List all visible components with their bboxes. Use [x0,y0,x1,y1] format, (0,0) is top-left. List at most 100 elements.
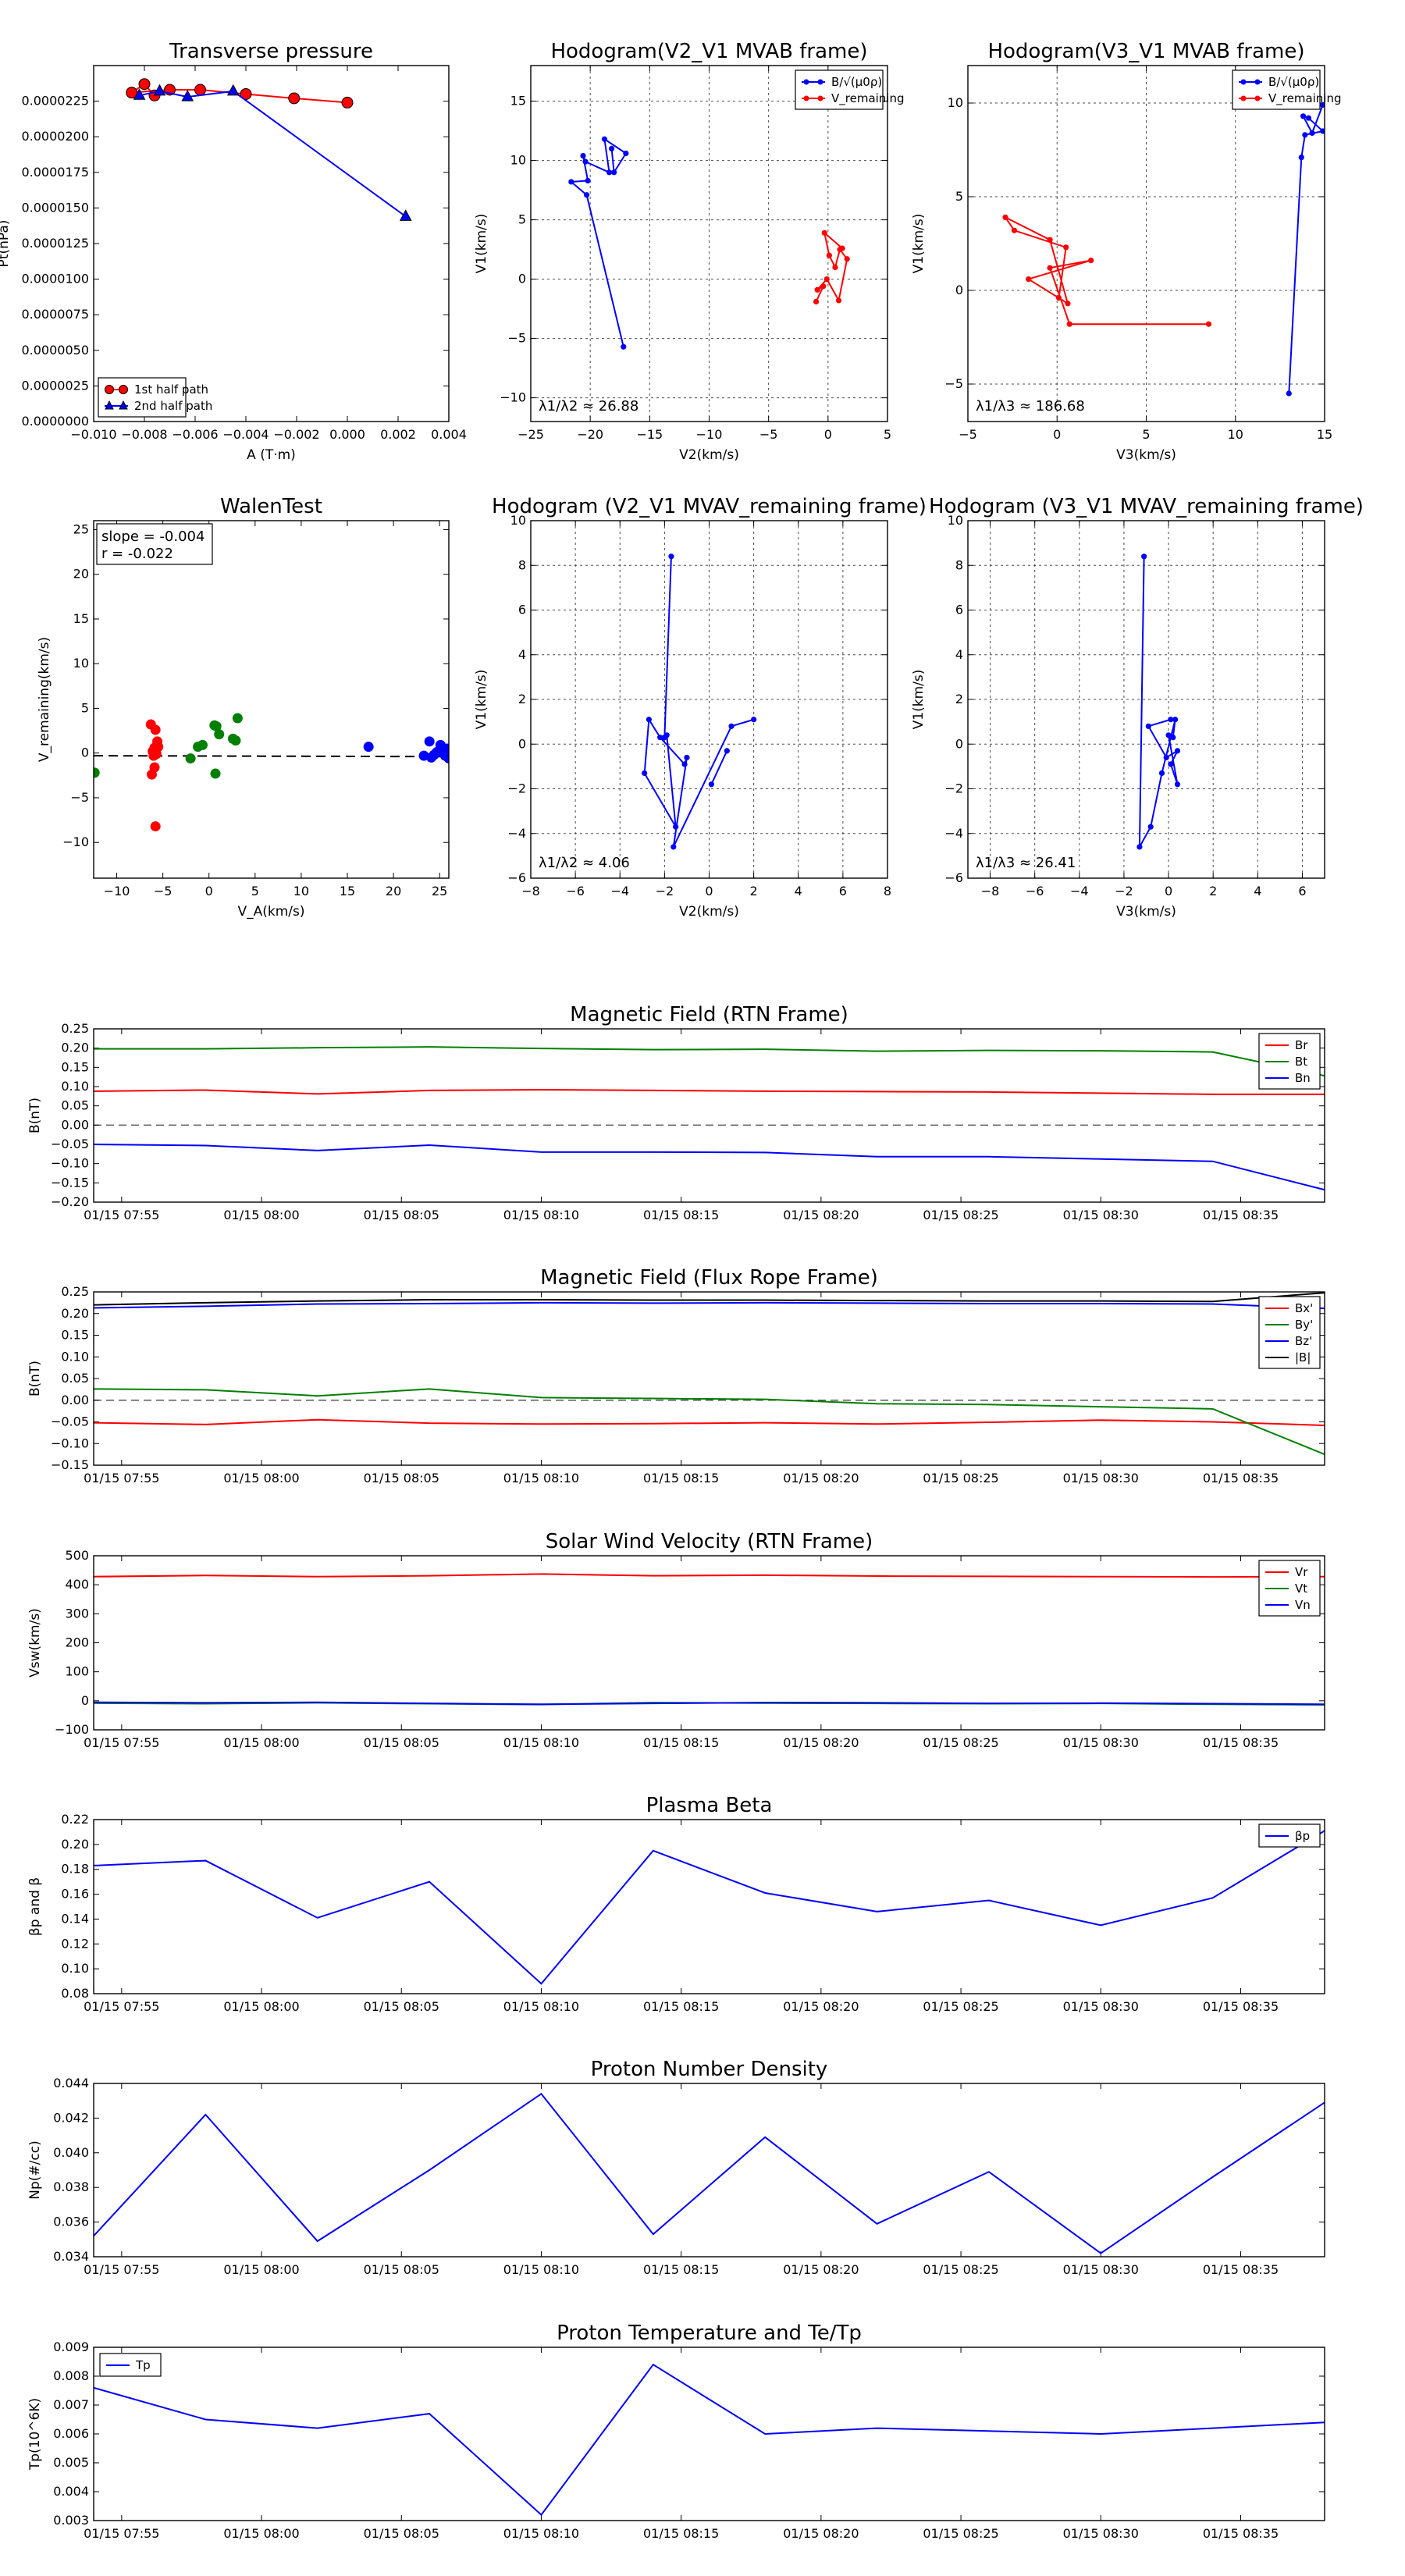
series-2 [363,736,449,764]
y-tick-label: 4 [955,647,963,662]
data-point [194,84,206,96]
data-point [1011,227,1018,233]
data-point [1026,276,1032,283]
series-1 [708,748,730,788]
series-line [815,230,848,303]
y-tick-label: −4 [944,826,963,841]
data-point [1300,113,1307,119]
x-tick-label: 01/15 07:55 [84,1735,159,1750]
data-point [1168,717,1174,723]
x-tick-label: −4 [1070,884,1089,898]
axes-frame [93,65,450,422]
y-tick-label: 0.034 [53,2249,89,2264]
y-tick-label: 0.25 [61,1284,89,1299]
series-0 [642,553,757,850]
data-point [681,761,688,767]
legend: B/√(μ0ρ) V_remaining [795,69,905,110]
data-point [197,739,208,750]
data-point [153,742,164,753]
data-point [146,769,157,780]
data-point [341,96,354,109]
series-line [1288,105,1325,394]
series-tp [94,2363,1325,2517]
x-tick-label: −0.010 [70,427,116,442]
data-point [230,735,241,746]
legend-marker [1240,79,1247,85]
x-tick-label: 01/15 08:05 [364,1471,439,1485]
x-tick-label: 01/15 08:05 [364,2262,439,2277]
plot-area [126,78,412,221]
y-tick-label: −5 [944,376,963,391]
y-tick-label: 0.008 [53,2368,89,2383]
y-tick-label: 10 [510,153,526,168]
data-point [835,297,842,304]
legend: Vr Vt Vn [1258,1560,1321,1617]
x-tick-label: 01/15 08:10 [503,1735,579,1750]
legend-marker [803,79,809,85]
data-point [214,729,225,740]
data-point [1136,844,1143,850]
y-tick-label: −0.20 [51,1194,89,1209]
plot-area [94,1292,1325,1456]
legend: Tp [99,2353,162,2377]
data-point [623,150,629,157]
plot-area [94,1830,1325,1985]
x-tick-label: 2 [750,884,758,898]
chart-hodo_v2v1_mvav: Hodogram (V2_V1 MVAV_remaining frame) V2(… [474,495,927,920]
data-point [611,169,617,176]
x-tick-label: 0 [1165,884,1172,898]
data-point [133,88,146,100]
data-point [148,750,159,761]
y-tick-label: −5 [507,331,526,346]
stats-box [96,523,213,565]
y-tick-label: 0.10 [61,1079,89,1094]
legend: B/√(μ0ρ) V_remaining [1232,69,1342,110]
axes-frame [967,65,1325,422]
y-tick-label: 0.0000025 [21,378,89,393]
data-point [363,742,374,753]
legend-marker [105,400,114,410]
y-tick-label: −0.10 [51,1156,89,1171]
ratio-annotation: λ1/λ3 ≈ 26.41 [976,855,1076,871]
data-point [813,298,820,305]
y-tick-label: 2 [518,692,526,706]
y-tick-label: −0.10 [51,1436,89,1450]
chart-title: Magnetic Field (RTN Frame) [570,1003,848,1026]
x-tick-label: 01/15 08:10 [503,1471,579,1485]
x-tick-label: 6 [839,884,847,898]
data-point [1145,723,1151,729]
x-tick-label: 01/15 08:25 [923,1999,998,2014]
x-tick-label: −6 [566,884,585,898]
x-tick-label: 01/15 08:30 [1063,1471,1139,1485]
series-bt [94,1046,1325,1077]
x-tick-label: −8 [981,884,1000,898]
y-tick-label: 0.0000100 [21,272,89,286]
legend-label: Br [1295,1038,1308,1052]
legend-marker [105,385,114,394]
series-line [94,1701,1325,1706]
axes-frame [93,1291,1325,1466]
plot-area [94,713,449,832]
y-tick-label: 0.004 [53,2484,89,2499]
data-point [288,92,301,105]
legend-marker [119,400,128,410]
data-point [670,844,677,850]
x-axis-label: V_A(km/s) [237,904,304,920]
data-point [580,152,586,159]
data-point [673,824,679,830]
x-tick-label: 0.000 [329,427,365,442]
x-tick-label: −20 [577,427,603,442]
data-point [138,78,151,91]
legend-label: Bt [1295,1055,1307,1069]
x-tick-label: 0.004 [431,427,467,442]
x-tick-label: 01/15 08:30 [1063,1735,1139,1750]
y-tick-label: 0 [955,283,963,297]
legend: Bx' By' Bz' |B| [1258,1296,1321,1369]
y-tick-label: 0.20 [61,1041,89,1055]
legend-label: βp [1295,1829,1310,1843]
data-point [1168,761,1174,767]
plot-area [94,1046,1325,1191]
y-tick-label: −4 [507,826,526,841]
